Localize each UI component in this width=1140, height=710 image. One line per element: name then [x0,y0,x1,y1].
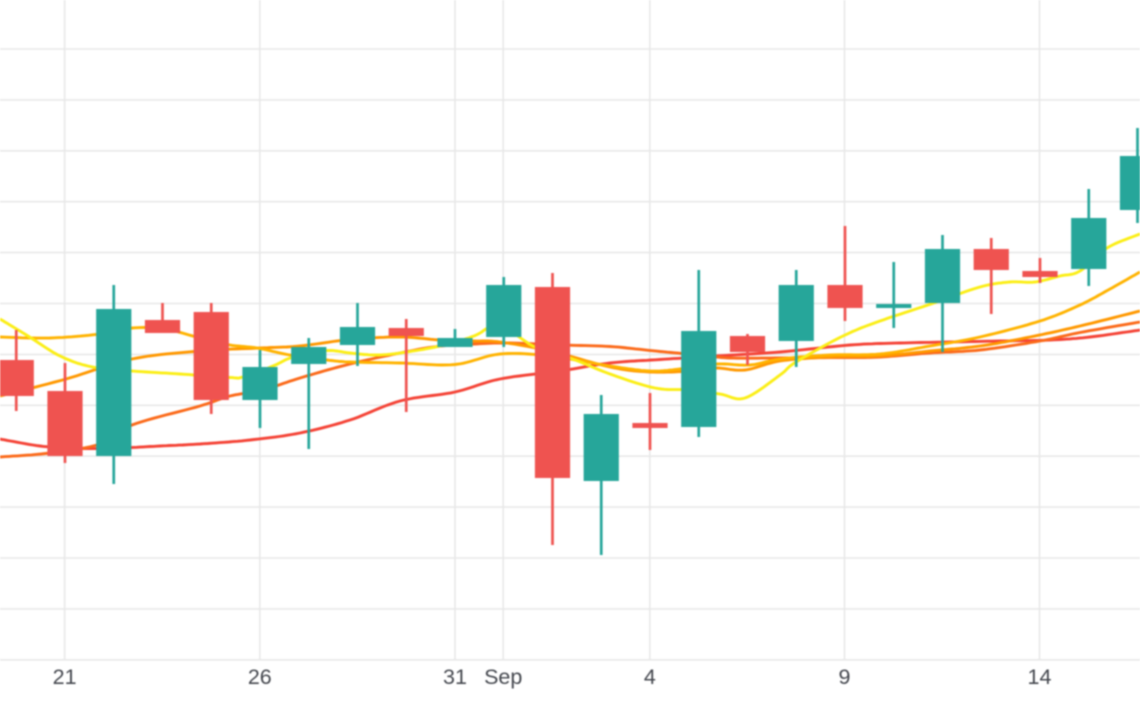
svg-text:9: 9 [839,665,851,689]
svg-text:21: 21 [53,665,77,689]
svg-text:Sep: Sep [484,665,522,689]
svg-text:14: 14 [1028,665,1052,689]
svg-text:31: 31 [443,665,467,689]
svg-text:26: 26 [248,665,272,689]
svg-text:4: 4 [644,665,656,689]
